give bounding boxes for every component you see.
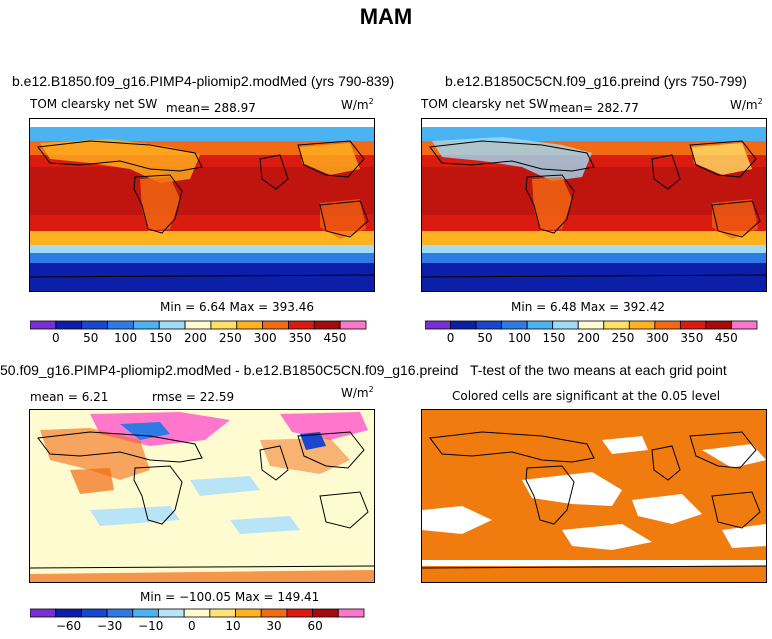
colorbar-tick-label: 100 <box>114 331 137 345</box>
colorbar-tick-label: 30 <box>266 619 281 633</box>
colorbar-tick-label: 450 <box>715 331 738 345</box>
panel4-title: T-test of the two means at each grid poi… <box>470 362 727 378</box>
colorbar-swatch <box>603 320 630 330</box>
panel3-rmse: rmse = 22.59 <box>152 390 235 404</box>
colorbar-tick-label: 150 <box>149 331 172 345</box>
panel4-subtitle: Colored cells are significant at the 0.0… <box>452 389 721 403</box>
colorbar-swatch <box>210 320 238 330</box>
colorbar-swatch <box>158 320 186 330</box>
panel1-variable: TOM clearsky net SW <box>30 97 158 111</box>
colorbar-swatch <box>55 320 83 330</box>
colorbar-tick-label: 350 <box>289 331 312 345</box>
panel1-colorbar: 0 50 100 150 200 250 300 350 450 <box>30 320 367 345</box>
colorbar-swatch <box>288 320 315 330</box>
panel2-variable: TOM clearsky net SW <box>421 97 549 111</box>
colorbar-swatch <box>107 320 134 330</box>
panel3-title: 50.f09_g16.PIMP4-pliomip2.modMed - b.e12… <box>0 362 459 378</box>
colorbar-swatch <box>628 320 656 330</box>
panel3-stats: Min = −100.05 Max = 149.41 <box>140 590 320 604</box>
colorbar-tick-label: 450 <box>324 331 347 345</box>
colorbar-swatch <box>654 320 681 330</box>
colorbar-swatch <box>106 608 134 618</box>
colorbar-swatch <box>236 320 264 330</box>
colorbar-tick-label: −60 <box>56 619 81 633</box>
colorbar-swatch <box>262 320 289 330</box>
colorbar-swatch <box>425 320 451 330</box>
colorbar-tick-label: 300 <box>254 331 277 345</box>
colorbar-tick-label: 0 <box>447 331 455 345</box>
colorbar-swatch <box>80 608 108 618</box>
colorbar-swatch <box>679 320 707 330</box>
colorbar-tick-label: 150 <box>543 331 566 345</box>
colorbar-swatch <box>313 320 341 330</box>
colorbar-tick-label: 60 <box>308 619 323 633</box>
colorbar-tick-label: 350 <box>680 331 703 345</box>
colorbar-swatch <box>30 320 57 330</box>
figure-title: MAM <box>359 4 413 29</box>
colorbar-swatch <box>235 608 262 618</box>
colorbar-swatch <box>55 608 82 618</box>
colorbar-tick-label: 10 <box>225 619 240 633</box>
panel3-map <box>29 409 375 583</box>
colorbar-tick-label: 300 <box>646 331 669 345</box>
colorbar-swatch <box>132 320 160 330</box>
colorbar-tick-label: 100 <box>508 331 531 345</box>
panel1-stats: Min = 6.64 Max = 393.46 <box>160 300 314 314</box>
panel4-map <box>421 409 767 583</box>
panel2-map <box>421 118 767 292</box>
panel3-mean: mean = 6.21 <box>30 390 109 404</box>
colorbar-swatch <box>81 320 108 330</box>
panel2-stats: Min = 6.48 Max = 392.42 <box>511 300 665 314</box>
panel2-mean: mean= 282.77 <box>549 101 639 115</box>
colorbar-swatch <box>501 320 528 330</box>
colorbar-swatch <box>184 320 212 330</box>
colorbar-swatch <box>312 608 339 618</box>
colorbar-swatch <box>577 320 605 330</box>
colorbar-swatch <box>731 320 758 330</box>
panel3-units: W/m2 <box>341 385 374 400</box>
colorbar-tick-label: 0 <box>188 619 196 633</box>
panel1-map <box>29 118 375 292</box>
colorbar-swatch <box>30 608 57 618</box>
colorbar-tick-label: −10 <box>138 619 163 633</box>
colorbar-tick-label: 200 <box>577 331 600 345</box>
colorbar-tick-label: 250 <box>611 331 634 345</box>
panel3-colorbar: −60 −30 −10 0 10 30 60 <box>30 608 365 633</box>
colorbar-swatch <box>260 608 288 618</box>
colorbar-swatch <box>209 608 236 618</box>
colorbar-swatch <box>475 320 503 330</box>
colorbar-swatch <box>705 320 732 330</box>
colorbar-swatch <box>183 608 211 618</box>
colorbar-swatch <box>132 608 159 618</box>
colorbar-tick-label: 200 <box>184 331 207 345</box>
colorbar-swatch <box>337 608 365 618</box>
panel2-colorbar: 0 50 100 150 200 250 300 350 450 <box>425 320 758 345</box>
colorbar-swatch <box>158 608 185 618</box>
colorbar-tick-label: 0 <box>52 331 60 345</box>
colorbar-tick-label: 50 <box>477 331 492 345</box>
colorbar-swatch <box>286 608 314 618</box>
colorbar-swatch <box>552 320 579 330</box>
panel2-units: W/m2 <box>730 97 763 112</box>
colorbar-tick-label: 50 <box>83 331 98 345</box>
panel2-title: b.e12.B1850C5CN.f09_g16.preind (yrs 750-… <box>445 73 747 89</box>
colorbar-swatch <box>339 320 367 330</box>
colorbar-swatch <box>526 320 554 330</box>
colorbar-swatch <box>450 320 477 330</box>
panel1-title: b.e12.B1850.f09_g16.PIMP4-pliomip2.modMe… <box>12 73 395 89</box>
colorbar-tick-label: 250 <box>219 331 242 345</box>
panel1-mean: mean= 288.97 <box>166 101 256 115</box>
colorbar-tick-label: −30 <box>97 619 122 633</box>
panel1-units: W/m2 <box>341 97 374 112</box>
